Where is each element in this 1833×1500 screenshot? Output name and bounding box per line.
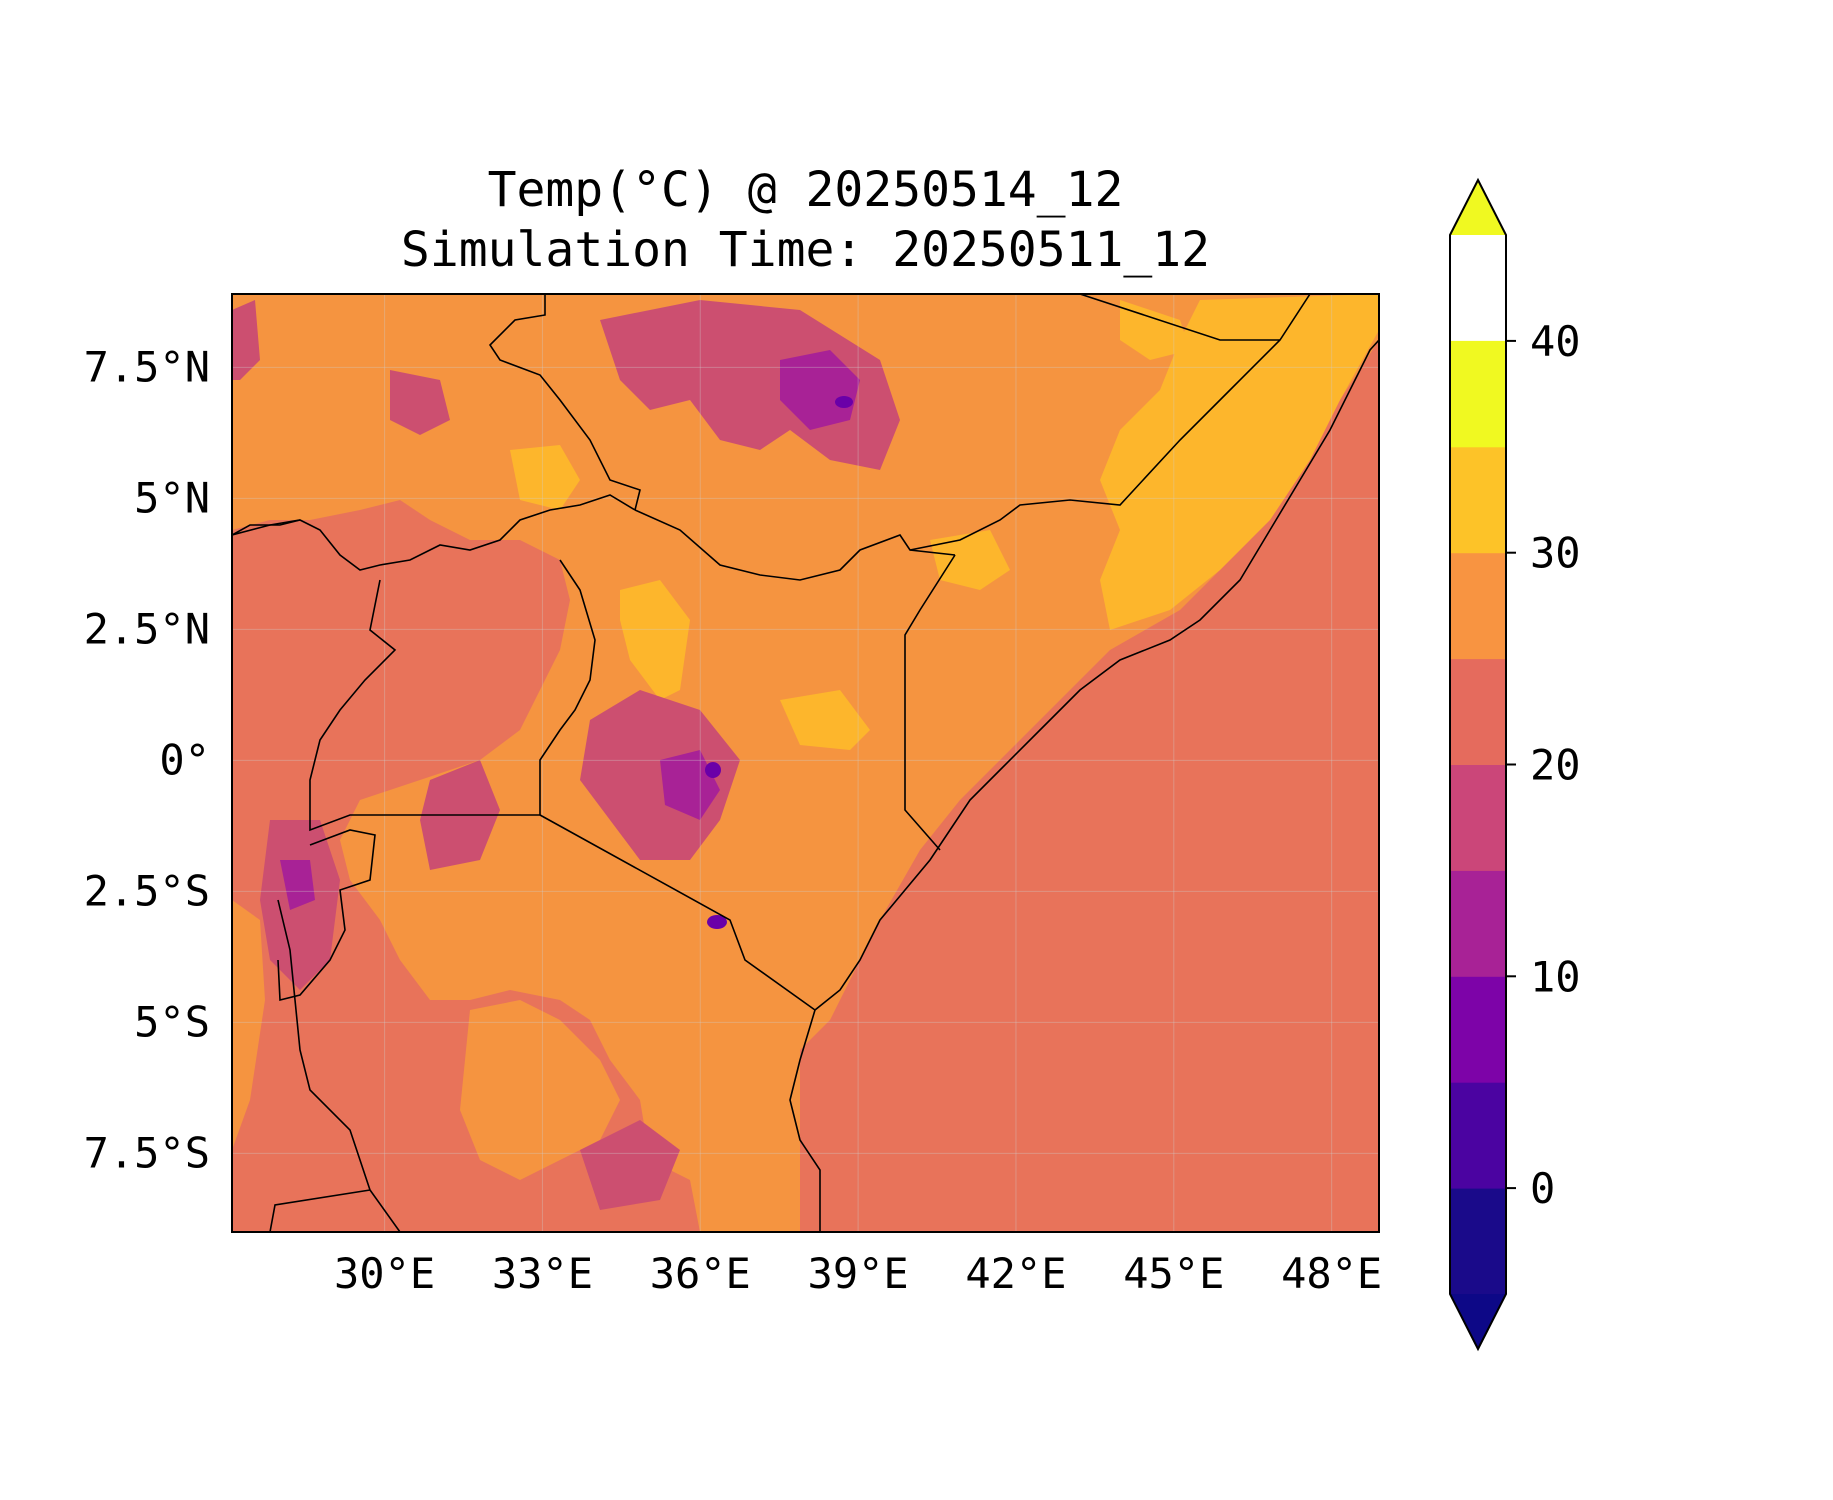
x-tick-label: 39°E	[808, 1249, 909, 1298]
temperature-band-35-40-kenya	[620, 580, 690, 700]
colorbar-segment	[1450, 976, 1506, 1083]
x-tick-label: 36°E	[650, 1249, 751, 1298]
colorbar-tick-label: 30	[1530, 529, 1581, 578]
colorbar-tick-label: 20	[1530, 741, 1581, 790]
temperature-band-20-25-west	[232, 300, 260, 380]
border-rwanda-burundi	[277, 829, 376, 1002]
colorbar-segment	[1450, 1082, 1506, 1189]
colorbar-extend-max	[1450, 180, 1506, 235]
map-frame	[231, 293, 1380, 1233]
x-axis-ticks: 30°E 33°E 36°E 39°E 42°E 45°E 48°E	[334, 1249, 1382, 1298]
border-kenya-ethiopia	[634, 509, 956, 581]
temperature-band-5-10-kenya	[705, 762, 721, 778]
y-tick-label: 0°	[159, 735, 210, 784]
x-tick-label: 45°E	[1123, 1249, 1224, 1298]
colorbar-outline	[1449, 177, 1507, 1352]
colorbar-segment	[1450, 870, 1506, 977]
border-uganda-kenya	[539, 559, 596, 815]
map-gridlines	[232, 294, 1379, 1232]
temperature-band-35-40-kenya3	[930, 530, 1010, 590]
border-drc-south-sudan	[232, 519, 301, 536]
chart-title-block: Temp(°C) @ 20250514_12 Simulation Time: …	[232, 160, 1379, 280]
temperature-band-5-10-kilimanjaro	[707, 915, 727, 929]
temperature-band-20-25-eth2	[390, 370, 450, 435]
colorbar-segment	[1450, 764, 1506, 871]
temperature-band-30-35-south	[460, 1000, 620, 1180]
coastline-east-africa	[789, 339, 1379, 1232]
temperature-band-35-40-somalia	[1100, 294, 1379, 630]
border-ethiopia-somalia	[909, 294, 1311, 551]
chart-title: Temp(°C) @ 20250514_12	[487, 162, 1124, 218]
colorbar-segment	[1450, 446, 1506, 554]
temperature-band-15-20-kenya-peaks	[660, 750, 720, 820]
y-tick-label: 2.5°N	[84, 604, 210, 653]
colorbar-segment	[1450, 552, 1506, 660]
colorbar-segment	[1450, 340, 1506, 448]
temperature-band-15-20-peaks	[780, 350, 860, 430]
y-axis-ticks: 7.5°N 5°N 2.5°N 0° 2.5°S 5°S 7.5°S	[84, 342, 210, 1177]
colorbar-segment	[1450, 658, 1506, 765]
colorbar: 0 10 20 30 40	[1449, 177, 1581, 1352]
temperature-band-30-35-sw	[232, 900, 265, 1150]
x-tick-label: 30°E	[334, 1249, 435, 1298]
y-tick-label: 7.5°N	[84, 342, 210, 391]
border-south-sudan-uganda-kenya	[232, 494, 636, 571]
temperature-band-35-40-north	[510, 445, 580, 510]
x-tick-label: 42°E	[965, 1249, 1066, 1298]
y-tick-label: 5°N	[134, 473, 210, 522]
border-south-sudan-ethiopia	[488, 294, 641, 511]
temperature-band-30-35-west	[232, 360, 300, 480]
map-boundaries	[232, 294, 1379, 1232]
map-area	[232, 294, 1379, 1232]
temperature-band-20-25-ethiopia	[600, 300, 900, 470]
temperature-band-5-10-eth	[835, 396, 853, 408]
border-zambia	[269, 1189, 371, 1232]
border-somaliland	[1079, 294, 1280, 341]
border-drc-uganda	[309, 579, 397, 832]
colorbar-tick-label: 0	[1530, 1164, 1555, 1213]
x-tick-label: 48°E	[1281, 1249, 1382, 1298]
y-tick-label: 7.5°S	[84, 1128, 210, 1177]
colorbar-tick-label: 10	[1530, 952, 1581, 1001]
border-kenya-somalia	[904, 554, 956, 851]
border-kenya-tanzania	[539, 814, 816, 1011]
colorbar-extend-min	[1450, 1294, 1506, 1349]
y-tick-label: 5°S	[134, 997, 210, 1046]
y-tick-label: 2.5°S	[84, 866, 210, 915]
temperature-band-15-20-rwanda	[280, 860, 315, 910]
chart-subtitle: Simulation Time: 20250511_12	[400, 222, 1211, 278]
temperature-band-30-35	[232, 294, 1379, 1232]
temperature-band-35-40-ne	[1120, 300, 1190, 360]
temperature-band-20-25-tz	[580, 1120, 680, 1210]
colorbar-segment	[1450, 1188, 1506, 1295]
colorbar-tick-label: 40	[1530, 317, 1581, 366]
border-lake-tanganyika	[277, 899, 401, 1232]
x-tick-label: 33°E	[492, 1249, 593, 1298]
temperature-band-35-40-kenya2	[780, 690, 870, 750]
